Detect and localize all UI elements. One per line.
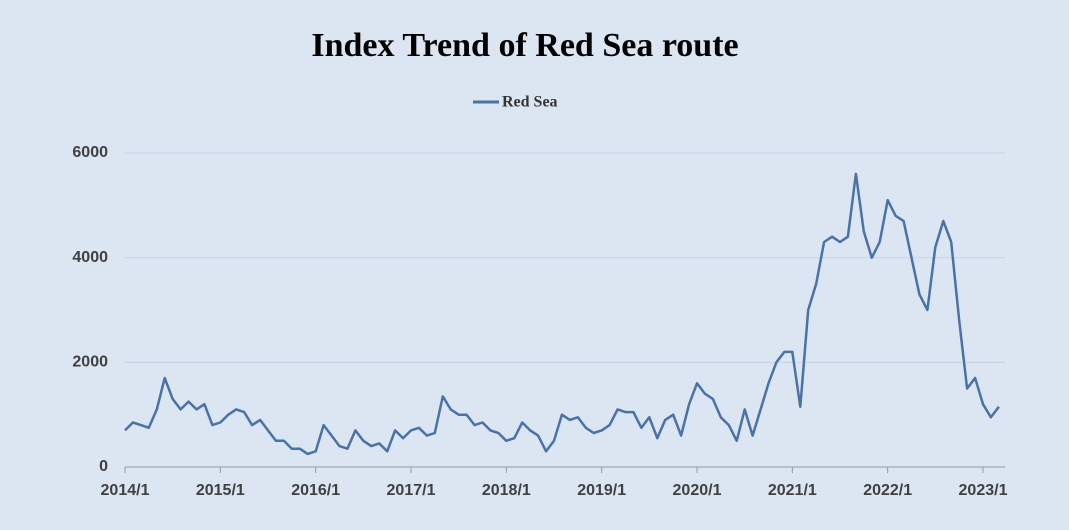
y-tick-label: 2000 bbox=[72, 354, 108, 371]
chart-title: Index Trend of Red Sea route bbox=[311, 27, 738, 64]
line-series bbox=[124, 172, 1000, 456]
y-tick-label: 4000 bbox=[72, 249, 108, 266]
y-tick-label: 6000 bbox=[72, 144, 108, 161]
legend-label: Red Sea bbox=[502, 94, 558, 111]
x-tick-label: 2016/1 bbox=[291, 482, 340, 499]
x-tick-label: 2021/1 bbox=[768, 482, 817, 499]
x-tick-label: 2019/1 bbox=[577, 482, 626, 499]
x-tick-label: 2015/1 bbox=[196, 482, 245, 499]
x-tick-label: 2022/1 bbox=[863, 482, 912, 499]
y-tick-label: 0 bbox=[99, 458, 108, 475]
x-tick-label: 2020/1 bbox=[673, 482, 722, 499]
x-tick-label: 2014/1 bbox=[101, 482, 150, 499]
x-tick-label: 2018/1 bbox=[482, 482, 531, 499]
x-tick-label: 2017/1 bbox=[387, 482, 436, 499]
x-tick-label: 2023/1 bbox=[959, 482, 1008, 499]
